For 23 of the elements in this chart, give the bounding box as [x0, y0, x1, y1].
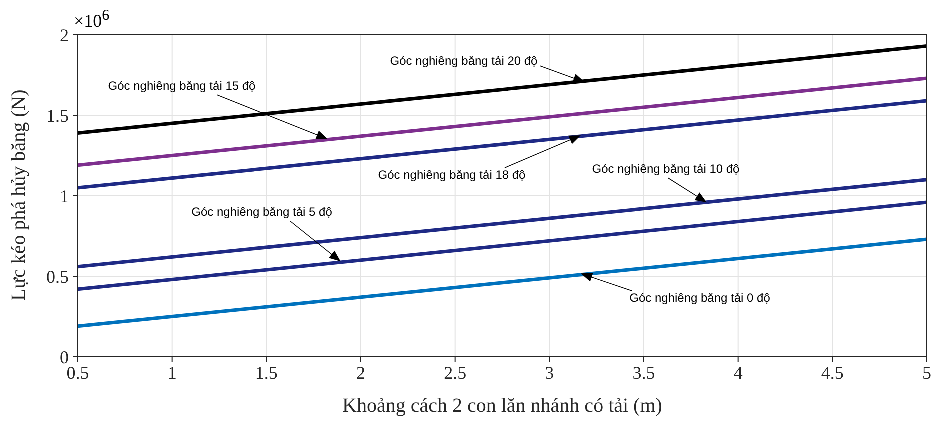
y-tick-label: 1.5 — [46, 106, 69, 126]
x-tick-label: 4 — [734, 362, 743, 383]
x-tick-label: 1 — [168, 362, 177, 383]
x-tick-label: 4.5 — [821, 362, 844, 383]
x-tick-label: 3.5 — [632, 362, 656, 383]
annotation: Góc nghiêng băng tải 10 độ — [592, 162, 740, 176]
annotation: Góc nghiêng băng tải 0 độ — [630, 291, 771, 306]
text: ×10$^{6}$ — [74, 8, 110, 32]
y-tick-label: 2 — [60, 25, 69, 46]
x-tick-label: 3 — [545, 362, 554, 383]
x-tick-label: 1.5 — [255, 362, 278, 383]
annotation: Góc nghiêng băng tải 18 độ — [378, 168, 526, 182]
annotation: Góc nghiêng băng tải 5 độ — [192, 205, 333, 220]
annotation: Góc nghiêng băng tải 15 độ — [108, 79, 256, 94]
x-tick-label: 5 — [922, 362, 932, 383]
y-tick-label: 1 — [60, 186, 69, 206]
y-tick-label: 0 — [60, 347, 69, 368]
x-tick-label: 2.5 — [444, 362, 467, 383]
y-axis-title: Lực kéo phá hủy băng (N) — [8, 90, 30, 301]
annotation: Góc nghiêng băng tải 20 độ — [390, 54, 538, 68]
y-tick-label: 0.5 — [46, 266, 69, 287]
x-tick-label: 2 — [356, 362, 366, 383]
x-axis-title: Khoảng cách 2 con lăn nhánh có tải (m) — [342, 395, 662, 417]
